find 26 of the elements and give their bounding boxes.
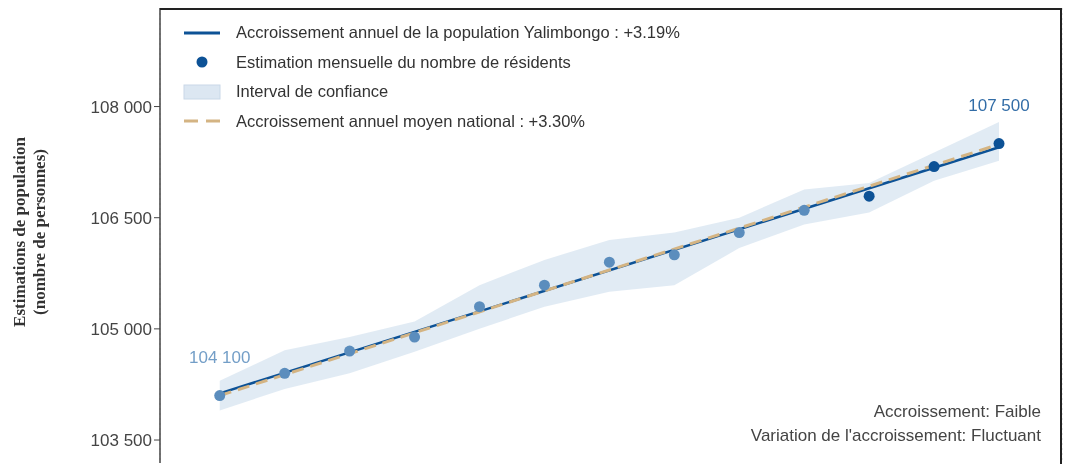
- point: [993, 138, 1005, 150]
- point: [863, 190, 875, 202]
- point: [409, 331, 421, 343]
- annotation: Accroissement: Faible: [872, 401, 1041, 423]
- point: [928, 161, 940, 173]
- point: [474, 301, 485, 313]
- point: [733, 227, 745, 239]
- y-tick-label: 108 000: [90, 97, 152, 117]
- point: [279, 367, 291, 379]
- data-label: 107 500: [968, 96, 1030, 116]
- data-label: 104 100: [189, 348, 251, 368]
- y-axis-title: Estimations de population (nombre de personnes): [10, 137, 50, 327]
- point: [538, 279, 550, 291]
- legend-label: Estimation mensuelle du nombre de résidents: [236, 51, 571, 73]
- annotation: Interval de confiance: [236, 81, 389, 102]
- y-tick-label: 103 500: [90, 431, 152, 451]
- legend-label: Accroissement annuel moyen national : +3.30%: [236, 110, 585, 132]
- y-tick-label: 106 500: [90, 208, 152, 228]
- annotation: Variation de l'accroissement: Fluctuant: [750, 425, 1041, 447]
- y-tick-label: 105 000: [90, 319, 152, 339]
- point: [668, 249, 680, 261]
- point: [603, 256, 615, 268]
- point: [214, 390, 226, 402]
- legend-label: Accroissement annuel de la population Yalimbongo : +3.19%: [236, 22, 680, 43]
- point: [344, 345, 356, 357]
- point: [798, 204, 810, 216]
